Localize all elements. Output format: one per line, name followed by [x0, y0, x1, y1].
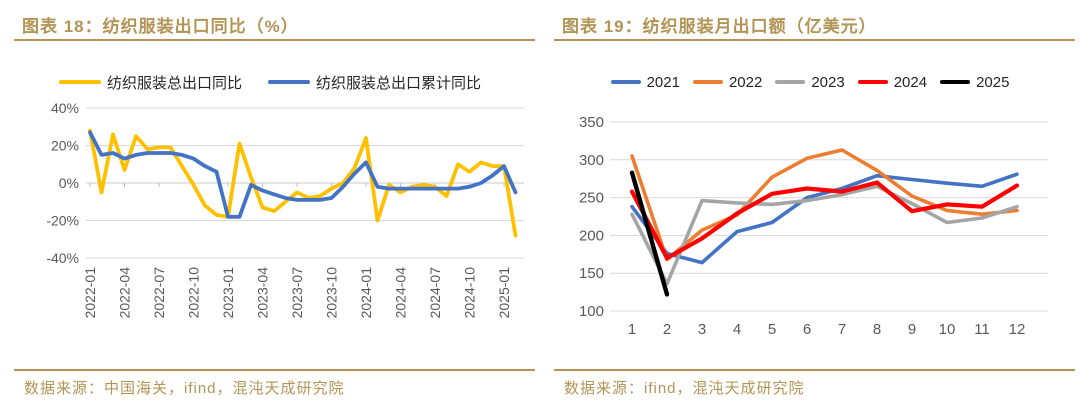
x-tick-label: 2023-10: [324, 267, 340, 319]
x-tick-label: 9: [908, 321, 916, 338]
x-tick-label: 4: [733, 321, 741, 338]
x-tick-label: 8: [873, 321, 881, 338]
legend-label: 2022: [728, 73, 763, 91]
x-tick-label: 10: [939, 321, 956, 338]
x-tick-label: 2024-07: [427, 267, 443, 319]
figure-18: 图表 18：纺织服装出口同比（%） 纺织服装总出口同比 纺织服装总出口累计同比 4…: [0, 17, 540, 397]
x-tick-label: 2022-04: [117, 267, 133, 319]
figure-18-source: 数据来源：中国海关，ifind，混沌天成研究院: [24, 380, 345, 397]
x-tick-label: 12: [1009, 321, 1026, 338]
legend-item: 纺织服装总出口累计同比: [268, 72, 481, 93]
legend-label: 纺织服装总出口累计同比: [316, 74, 482, 92]
legend-item: 2024: [857, 73, 928, 91]
x-tick-label: 2023-01: [220, 267, 236, 319]
legend-label: 2023: [811, 73, 845, 91]
series-line-2021: [630, 172, 1019, 265]
legend-line-swatch: [775, 80, 806, 84]
y-tick-label: -40%: [46, 250, 79, 266]
legend-item: 2025: [940, 74, 1009, 91]
y-tick-label: 40%: [51, 100, 79, 116]
series-line: [88, 130, 518, 219]
legend-line-swatch: [940, 80, 971, 84]
x-tick-label: 3: [698, 321, 706, 338]
x-tick-label: 2022-07: [151, 267, 167, 319]
x-tick-label: 2024-01: [358, 267, 374, 319]
legend-label: 2025: [976, 73, 1010, 91]
x-tick-label: 2023-07: [289, 267, 305, 319]
figure-19-title-underline: [554, 39, 1075, 41]
legend-line-swatch: [58, 80, 101, 84]
figure-18-chart: 40% 20% 0% -20% -40%2022-01 2022-04 2022-07 202…: [46, 100, 524, 319]
y-tick-label: -20%: [46, 213, 79, 229]
figure-19-title: 图表 19：纺织服装月出口额（亿美元）: [562, 17, 877, 36]
series-line-2022: [630, 148, 1019, 262]
figure-18-source-topline: [14, 369, 535, 371]
legend-label: 2021: [646, 73, 680, 91]
series-line-2023: [630, 184, 1019, 286]
legend-label: 纺织服装总出口同比: [106, 74, 242, 92]
y-tick-label: 100: [579, 303, 604, 320]
legend-line-swatch: [610, 80, 641, 84]
legend-label: 2024: [893, 73, 928, 91]
y-tick-label: 0%: [59, 175, 79, 191]
x-tick-label: 2023-04: [255, 267, 271, 319]
y-tick-label: 250: [579, 190, 604, 207]
y-tick-label: 200: [579, 227, 604, 244]
x-tick-label: 7: [838, 321, 846, 338]
x-tick-label: 2025-01: [496, 267, 512, 319]
legend-item: 纺织服装总出口同比: [58, 72, 242, 93]
figure-19-legend: 2021 2022 2023 2024 2025: [540, 72, 1080, 92]
figure-18-title-underline: [14, 39, 535, 41]
x-tick-label: 1: [628, 321, 636, 338]
figure-19: 图表 19：纺织服装月出口额（亿美元） 2021 2022 2023 2024 2025…: [540, 0, 1080, 404]
legend-item: 2023: [775, 73, 845, 91]
x-tick-label: 2: [663, 321, 671, 338]
y-tick-label: 150: [579, 265, 604, 282]
figure-18-title: 图表 18：纺织服装出口同比（%）: [22, 17, 299, 36]
legend-line-swatch: [857, 80, 888, 84]
x-tick-label: 6: [803, 321, 811, 338]
x-tick-label: 2022-10: [186, 267, 202, 319]
legend-line-swatch: [268, 80, 310, 84]
series-line-2025: [629, 170, 670, 297]
x-tick-label: 2024-10: [462, 267, 478, 319]
series-line-2024: [629, 180, 1020, 261]
legend-line-swatch: [692, 80, 723, 84]
figure-19-source: 数据来源：ifind，混沌天成研究院: [564, 380, 805, 397]
x-tick-label: 5: [768, 321, 776, 338]
x-tick-label: 11: [974, 321, 990, 338]
series-line: [88, 128, 518, 238]
y-tick-label: 350: [579, 114, 604, 131]
x-tick-label: 2024-04: [393, 267, 409, 319]
figure-19-source-topline: [554, 369, 1075, 371]
y-tick-label: 20%: [51, 138, 79, 154]
x-tick-label: 2022-01: [82, 267, 98, 319]
legend-item: 2022: [692, 73, 763, 91]
y-tick-label: 300: [579, 152, 604, 169]
figure-18-legend: 纺织服装总出口同比 纺织服装总出口累计同比: [0, 72, 540, 92]
legend-item: 2021: [610, 73, 680, 91]
